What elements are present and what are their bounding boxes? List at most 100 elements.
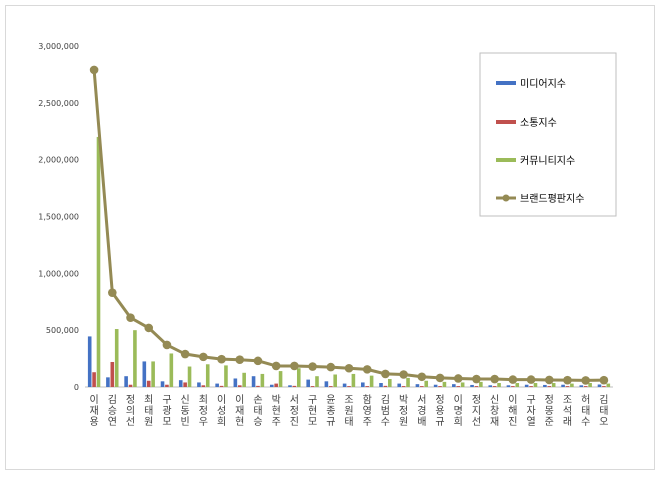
- bar-1-2: [106, 377, 110, 387]
- bar-3-16: [369, 375, 374, 387]
- bar-2-3: [128, 384, 133, 387]
- line-point-13: [308, 362, 317, 371]
- bar-1-20: [433, 384, 438, 387]
- bar-2-11: [274, 383, 278, 387]
- bar-1-28: [579, 385, 584, 387]
- bar-2-17: [383, 385, 388, 387]
- bar-2-20: [438, 386, 442, 387]
- line-point-24: [508, 375, 518, 384]
- bar-1-27: [561, 384, 565, 387]
- bar-3-7: [205, 364, 210, 387]
- bar-2-6: [183, 382, 187, 387]
- bar-1-29: [597, 384, 602, 387]
- bar-1-14: [324, 381, 329, 387]
- y-tick-label: 2,000,000: [38, 156, 79, 165]
- line-point-29: [599, 375, 609, 385]
- bar-2-18: [401, 386, 406, 387]
- line-layer: [89, 65, 609, 385]
- y-tick-label: 1,000,000: [38, 269, 79, 278]
- bar-3-1: [96, 136, 101, 387]
- bar-3-22: [479, 381, 483, 387]
- legend-swatch-3: [496, 158, 516, 162]
- line-point-23: [490, 374, 499, 384]
- bar-2-19: [420, 386, 424, 387]
- bar-2-10: [256, 385, 260, 387]
- bar-2-5: [165, 384, 169, 387]
- line-point-10: [253, 356, 263, 366]
- line-point-21: [453, 374, 463, 383]
- bar-1-25: [524, 384, 529, 387]
- bar-1-5: [160, 381, 165, 387]
- line-point-17: [381, 369, 390, 379]
- bar-3-28: [588, 383, 592, 387]
- legend-label-3: 커뮤니티지수: [520, 155, 575, 167]
- legend-label-2: 소통지수: [520, 117, 557, 129]
- bar-3-10: [260, 373, 265, 387]
- bar-2-23: [492, 386, 497, 387]
- bar-3-14: [333, 374, 337, 387]
- bar-1-11: [269, 384, 274, 387]
- bar-2-2: [110, 361, 115, 387]
- bar-1-22: [470, 384, 474, 387]
- line-point-26: [544, 375, 554, 385]
- bar-1-15: [342, 383, 347, 387]
- bar-3-27: [570, 383, 574, 387]
- legend-swatch-2: [496, 120, 516, 124]
- bar-3-9: [242, 372, 246, 387]
- bar-2-1: [92, 372, 96, 387]
- bar-3-15: [351, 373, 356, 387]
- bar-3-8: [224, 365, 228, 387]
- bar-2-27: [565, 386, 570, 387]
- bar-3-23: [497, 383, 501, 387]
- bar-2-4: [146, 380, 151, 387]
- y-tick-label: 500,000: [46, 326, 79, 335]
- bar-1-21: [452, 384, 456, 387]
- bar-2-14: [328, 386, 333, 387]
- legend-swatch-marker: [502, 194, 510, 202]
- bar-2-22: [474, 386, 479, 387]
- bar-1-16: [361, 382, 365, 387]
- line-point-6: [180, 349, 190, 359]
- bar-1-23: [488, 385, 493, 387]
- bar-2-25: [529, 386, 533, 387]
- bar-2-24: [511, 386, 515, 387]
- y-tick-label: 3,000,000: [38, 42, 79, 51]
- bar-2-26: [547, 386, 552, 387]
- bar-1-26: [543, 384, 547, 387]
- bar-1-17: [379, 383, 383, 387]
- bar-3-29: [606, 383, 611, 387]
- line-point-9: [235, 355, 245, 365]
- line-point-15: [344, 363, 354, 373]
- line-point-3: [126, 313, 135, 322]
- bar-1-3: [124, 376, 128, 387]
- line-point-22: [472, 374, 481, 384]
- bar-1-7: [197, 382, 201, 387]
- bar-2-13: [310, 386, 315, 387]
- bar-2-8: [219, 385, 224, 387]
- y-tick-label: 0: [74, 383, 79, 392]
- bar-2-7: [201, 385, 206, 387]
- bar-2-16: [365, 386, 370, 387]
- line-point-19: [417, 372, 427, 382]
- line-point-4: [144, 323, 154, 333]
